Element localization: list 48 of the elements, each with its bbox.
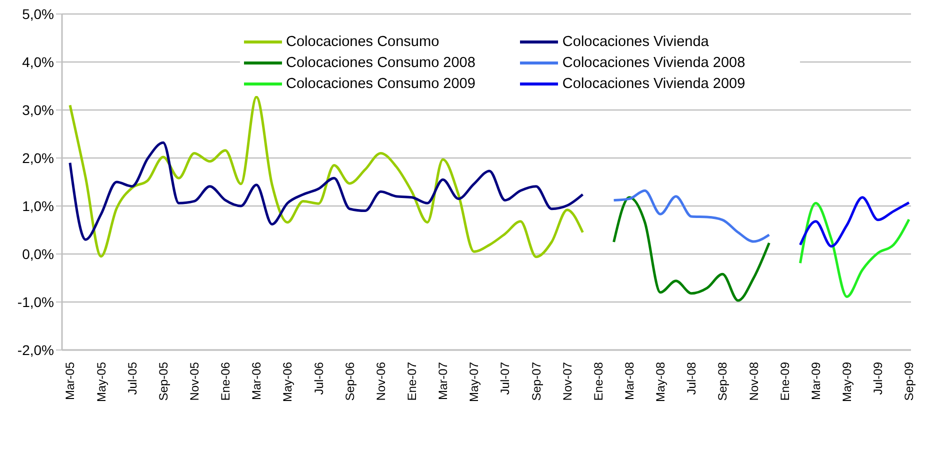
x-tick-label: Ene-08 — [591, 362, 606, 401]
y-tick-label: 3,0% — [22, 102, 54, 118]
line-series — [68, 141, 584, 241]
legend-label: Colocaciones Vivienda 2008 — [562, 55, 746, 71]
x-tick-label: Nov-07 — [560, 362, 574, 401]
x-tick-label: Jul-07 — [498, 362, 512, 395]
line-series — [798, 202, 910, 298]
x-tick-label: Mar-07 — [436, 362, 450, 400]
y-tick-label: 2,0% — [22, 150, 54, 166]
y-tick-label: -1,0% — [17, 294, 54, 310]
line-series — [612, 189, 770, 243]
x-tick-label: Mar-05 — [63, 362, 78, 400]
y-tick-label: 1,0% — [22, 198, 54, 214]
x-tick-label: Jul-05 — [125, 362, 140, 395]
x-tick-label: Mar-08 — [622, 362, 637, 400]
x-tick-label: May-09 — [840, 362, 854, 402]
legend-label: Colocaciones Vivienda 2009 — [562, 76, 746, 92]
y-tick-label: -2,0% — [17, 342, 54, 358]
legend-label: Colocaciones Vivienda — [562, 34, 709, 50]
x-tick-label: May-05 — [94, 362, 108, 402]
x-tick-label: Sep-05 — [156, 362, 170, 401]
x-tick-label: Nov-08 — [746, 362, 761, 401]
x-tick-label: Jul-08 — [684, 362, 699, 395]
y-tick-label: 0,0% — [22, 246, 54, 262]
x-tick-label: Mar-09 — [808, 362, 823, 400]
legend-label: Colocaciones Consumo 2009 — [286, 76, 476, 92]
x-tick-label: Mar-06 — [250, 362, 264, 400]
x-tick-label: Jul-09 — [871, 362, 886, 395]
x-tick-label: Nov-06 — [374, 362, 388, 401]
x-tick-label: May-06 — [280, 362, 295, 402]
x-tick-label: May-08 — [654, 362, 668, 402]
x-tick-label: Sep-06 — [342, 362, 357, 401]
x-tick-label: Ene-06 — [218, 362, 233, 401]
line-series — [612, 196, 770, 302]
y-tick-label: 5,0% — [22, 6, 54, 22]
x-tick-label: Jul-06 — [312, 362, 326, 395]
line-series — [798, 196, 910, 248]
x-tick-label: Sep-07 — [529, 362, 544, 401]
x-tick-label: May-07 — [467, 362, 482, 402]
x-tick-label: Sep-09 — [902, 362, 916, 401]
legend-label: Colocaciones Consumo 2008 — [286, 55, 476, 71]
line-series — [68, 96, 584, 258]
x-tick-label: Ene-09 — [778, 362, 792, 401]
x-tick-label: Sep-08 — [716, 362, 730, 401]
y-tick-label: 4,0% — [22, 54, 54, 70]
x-tick-label: Ene-07 — [405, 362, 420, 401]
x-tick-label: Nov-05 — [187, 362, 202, 401]
legend-label: Colocaciones Consumo — [286, 34, 440, 50]
